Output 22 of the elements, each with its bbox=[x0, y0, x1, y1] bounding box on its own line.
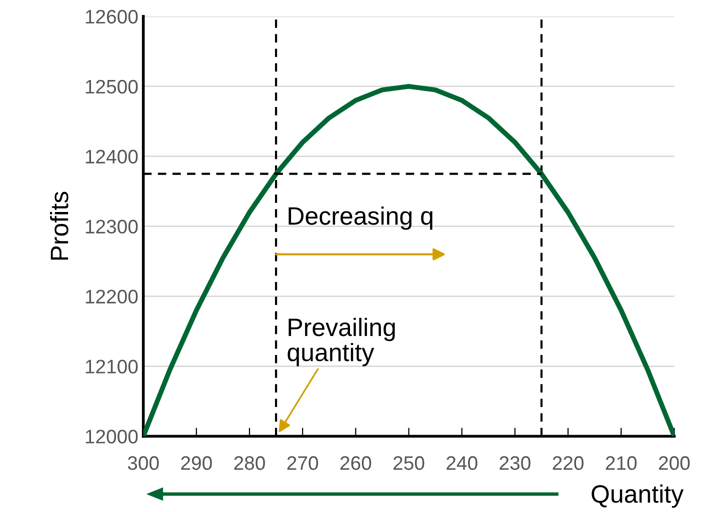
x-axis-title: Quantity bbox=[592, 484, 684, 508]
x-tick-label: 230 bbox=[500, 456, 530, 470]
x-tick-label: 290 bbox=[181, 456, 212, 470]
x-tick-label: 200 bbox=[658, 456, 690, 470]
y-tick-label: 12500 bbox=[86, 80, 138, 94]
x-tick-label: 260 bbox=[340, 456, 372, 470]
y-tick-label: 12600 bbox=[86, 10, 138, 24]
x-tick-label: 250 bbox=[394, 456, 424, 470]
annotation: Prevailing quantity bbox=[288, 318, 395, 366]
y-axis-title: Profits bbox=[50, 192, 68, 260]
y-tick-label: 12000 bbox=[86, 430, 138, 444]
annotation: Decreasing q bbox=[288, 206, 432, 230]
y-tick-label: 12200 bbox=[86, 290, 138, 304]
x-tick-label: 210 bbox=[606, 456, 637, 470]
x-tick-label: 270 bbox=[287, 456, 318, 470]
x-tick-label: 280 bbox=[234, 456, 265, 470]
x-tick-label: 220 bbox=[552, 456, 584, 470]
y-tick-label: 12100 bbox=[86, 360, 138, 374]
x-tick-label: 300 bbox=[128, 456, 159, 470]
x-tick-label: 240 bbox=[446, 456, 478, 470]
y-tick-label: 12300 bbox=[86, 220, 138, 234]
y-tick-label: 12400 bbox=[86, 150, 138, 164]
